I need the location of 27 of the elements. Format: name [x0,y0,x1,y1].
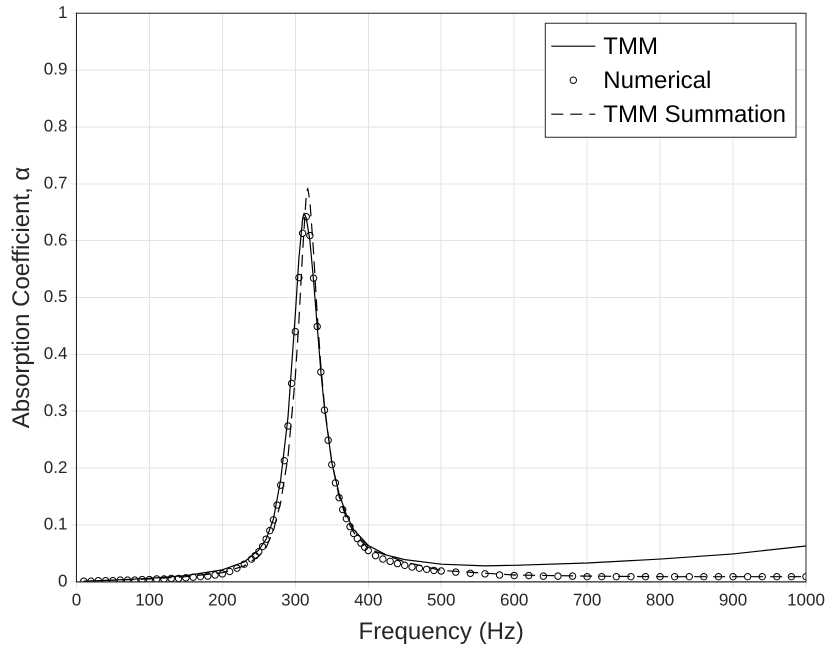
x-tick-label: 800 [646,590,674,610]
legend-label: Numerical [603,66,712,94]
legend-label: TMM Summation [603,100,786,128]
x-tick-label: 100 [135,590,164,610]
y-tick-label: 0 [58,571,68,590]
x-tick-label: 200 [208,590,237,610]
y-tick-label: 0.2 [44,458,68,477]
legend-label: TMM [603,32,658,60]
x-tick-label: 1000 [787,590,825,610]
y-tick-label: 0.7 [44,173,68,192]
x-tick-label: 400 [354,590,382,610]
y-tick-label: 0.3 [44,400,68,420]
x-tick-label: 900 [718,590,748,610]
y-tick-label: 0.1 [44,514,68,534]
y-axis-title: Absorption Coefficient, α [8,166,36,428]
y-tick-label: 0.4 [44,344,68,364]
x-axis-title: Frequency (Hz) [358,618,524,646]
x-tick-label: 0 [72,590,82,610]
x-tick-label: 500 [427,590,456,610]
x-tick-label: 300 [281,590,310,610]
y-tick-label: 0.6 [44,230,68,250]
y-tick-label: 0.8 [44,116,68,136]
y-tick-label: 0.5 [44,287,68,306]
x-tick-label: 700 [572,590,602,610]
y-tick-label: 1 [58,2,68,22]
y-tick-label: 0.9 [44,60,68,79]
x-tick-label: 600 [500,590,528,610]
